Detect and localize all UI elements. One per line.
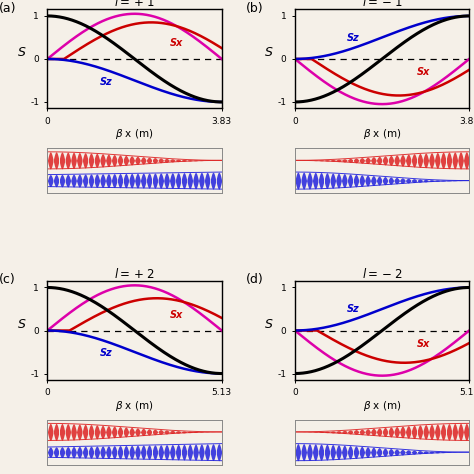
- Text: Sz: Sz: [347, 33, 360, 43]
- Y-axis label: S: S: [265, 318, 273, 330]
- Y-axis label: S: S: [265, 46, 273, 59]
- Title: $l=+2$: $l=+2$: [114, 267, 155, 281]
- X-axis label: $\beta$ x (m): $\beta$ x (m): [363, 399, 401, 413]
- X-axis label: $\beta$ x (m): $\beta$ x (m): [115, 127, 154, 141]
- Title: $l=+1$: $l=+1$: [114, 0, 155, 9]
- Text: Sx: Sx: [417, 339, 430, 349]
- Title: $l=-1$: $l=-1$: [362, 0, 402, 9]
- Text: Sz: Sz: [100, 348, 112, 358]
- X-axis label: $\beta$ x (m): $\beta$ x (m): [115, 399, 154, 413]
- Text: (b): (b): [246, 1, 264, 15]
- X-axis label: $\beta$ x (m): $\beta$ x (m): [363, 127, 401, 141]
- Y-axis label: S: S: [18, 318, 26, 330]
- Text: Sz: Sz: [347, 304, 360, 314]
- Text: (a): (a): [0, 1, 16, 15]
- Title: $l=-2$: $l=-2$: [362, 267, 402, 281]
- Text: Sx: Sx: [169, 38, 182, 48]
- Text: (c): (c): [0, 273, 15, 286]
- Text: Sx: Sx: [417, 67, 430, 77]
- Text: Sz: Sz: [100, 77, 112, 87]
- Text: Sx: Sx: [169, 310, 182, 319]
- Y-axis label: S: S: [18, 46, 26, 59]
- Text: (d): (d): [246, 273, 264, 286]
